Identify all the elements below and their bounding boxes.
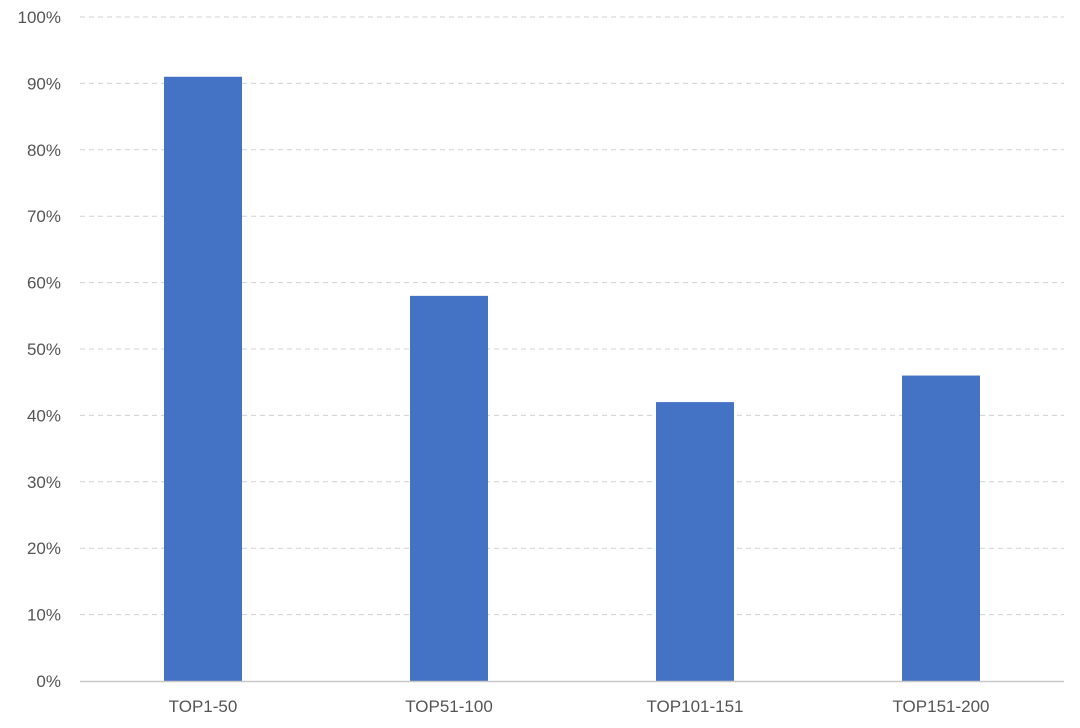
y-tick-label: 50% xyxy=(27,340,61,359)
y-tick-label: 80% xyxy=(27,141,61,160)
x-tick-label: TOP1-50 xyxy=(169,697,238,716)
y-tick-label: 30% xyxy=(27,473,61,492)
y-tick-label: 0% xyxy=(36,672,61,691)
x-tick-label: TOP101-151 xyxy=(646,697,743,716)
bar xyxy=(656,402,734,681)
x-tick-label: TOP151-200 xyxy=(892,697,989,716)
y-tick-label: 70% xyxy=(27,207,61,226)
y-tick-label: 100% xyxy=(18,8,61,27)
y-tick-label: 20% xyxy=(27,539,61,558)
bar xyxy=(902,375,980,681)
bar xyxy=(164,76,242,681)
y-tick-label: 90% xyxy=(27,74,61,93)
y-tick-label: 40% xyxy=(27,406,61,425)
y-tick-label: 60% xyxy=(27,274,61,293)
y-tick-label: 10% xyxy=(27,606,61,625)
x-tick-label: TOP51-100 xyxy=(405,697,493,716)
bar xyxy=(410,295,488,681)
